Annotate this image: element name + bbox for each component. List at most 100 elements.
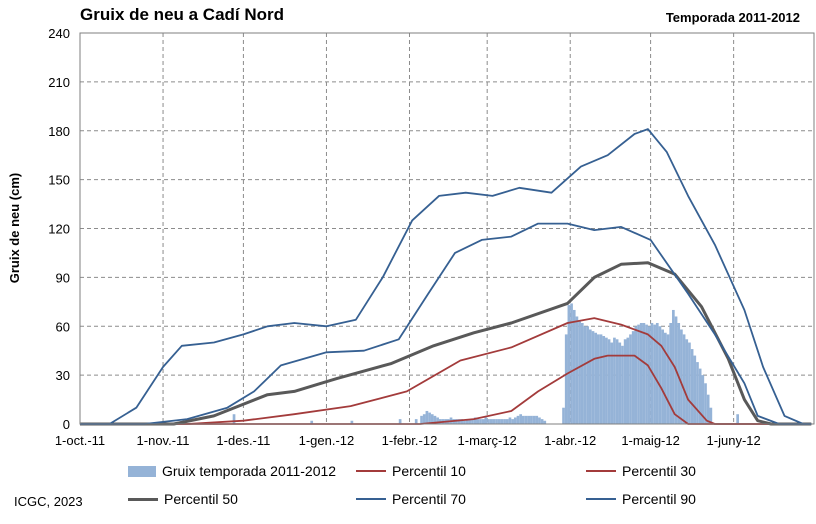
snow-depth-bar [513, 417, 517, 424]
snow-depth-bar [532, 415, 536, 424]
x-tick-label: 1-abr.-12 [544, 433, 596, 448]
snow-depth-bar [564, 334, 568, 424]
snow-depth-bar [422, 414, 426, 424]
snow-depth-bar [522, 415, 525, 424]
snow-depth-bar [463, 420, 466, 424]
snow-depth-bar [709, 407, 713, 424]
percentile-line-percentil-90 [80, 128, 812, 425]
snow-depth-bar [688, 342, 691, 424]
snow-depth-bar [615, 339, 619, 424]
snow-depth-bar [572, 309, 576, 424]
snow-depth-bar [634, 326, 638, 424]
y-tick-label: 0 [63, 417, 70, 432]
axes: 0 30 60 90 120 150 180 210 240 1-oct.-11 1-nov.-11… [48, 26, 815, 448]
snow-depth-bar [696, 362, 699, 424]
snow-depth-bar [677, 322, 681, 424]
snow-depth-bar [473, 417, 477, 424]
snow-depth-bar [433, 415, 437, 424]
y-tick-label: 90 [56, 270, 70, 285]
snow-depth-bar [500, 419, 504, 424]
snow-depth-bar [736, 414, 739, 424]
snow-depth-bar [562, 407, 565, 424]
snow-depth-bar [420, 415, 423, 424]
snow-depth-bar [543, 420, 547, 424]
snow-depth-bar [685, 339, 689, 424]
snow-depth-bar [468, 419, 472, 424]
x-tick-label: 1-des.-11 [216, 433, 270, 448]
x-tick-label: 1-gen.-12 [299, 433, 355, 448]
snow-depth-bar [623, 339, 627, 424]
snow-depth-bar [663, 332, 667, 424]
snow-depth-bar [693, 355, 697, 424]
snow-depth-bar [639, 322, 643, 424]
snow-depth-bar [232, 414, 236, 424]
snow-depth-bar [588, 329, 592, 424]
snow-depth-bar [503, 419, 506, 424]
x-tick-label: 1-març-12 [458, 433, 517, 448]
snow-depth-bar [414, 419, 418, 424]
snow-depth-bar [527, 415, 531, 424]
snow-depth-bar [631, 331, 635, 424]
y-tick-label: 210 [48, 75, 70, 90]
snow-depth-bar [425, 410, 429, 424]
snow-depth-bar [621, 345, 624, 424]
snow-depth-bar [530, 415, 533, 424]
snow-depth-bar [476, 419, 480, 424]
x-tick-label: 1-juny-12 [707, 433, 761, 448]
snow-depth-bar [661, 329, 664, 424]
snow-depth-bar [495, 419, 498, 424]
snow-depth-bar [666, 334, 670, 424]
snow-depth-bar [540, 419, 544, 424]
snow-depth-bar [471, 419, 474, 424]
snow-depth-bar [398, 419, 402, 424]
snow-depth-bar [704, 383, 707, 424]
y-tick-label: 180 [48, 124, 70, 139]
y-tick-label: 120 [48, 222, 70, 237]
snow-depth-bar [610, 342, 614, 424]
snow-depth-bar [605, 337, 608, 424]
snow-depth-bar [492, 419, 496, 424]
snow-depth-bar [658, 326, 662, 424]
snow-depth-bar [594, 332, 598, 424]
chart-title: Gruix de neu a Cadí Nord [80, 5, 285, 24]
snow-depth-bar [653, 324, 656, 424]
snow-depth-bar [591, 331, 595, 424]
snow-depth-bar [465, 419, 469, 424]
snow-depth-bar [602, 336, 606, 424]
percentile-line-percentil-30 [80, 317, 812, 425]
snow-depth-bar [436, 417, 439, 424]
y-tick-label: 30 [56, 368, 70, 383]
snow-depth-bar [637, 324, 640, 424]
y-tick-label: 60 [56, 319, 70, 334]
snow-depth-bar [350, 420, 354, 424]
snow-depth-bar [599, 334, 603, 424]
snow-depth-bar [655, 322, 659, 424]
percentile-line-percentil-50 [80, 261, 812, 426]
snow-depth-bar [647, 326, 651, 424]
snow-depth-bar [613, 337, 616, 424]
snow-depth-bar [567, 305, 571, 424]
percentile-line-percentil-70 [80, 222, 812, 425]
snow-depth-bar [626, 337, 630, 424]
snow-depth-bar [481, 419, 485, 424]
bar-series [232, 303, 739, 424]
snow-depth-bar [597, 334, 600, 424]
snow-depth-bar [580, 322, 584, 424]
plot-frame [79, 32, 815, 425]
snow-depth-bar [310, 420, 314, 424]
snow-depth-bar [508, 417, 512, 424]
x-tick-label: 1-maig-12 [621, 433, 680, 448]
x-tick-label: 1-nov.-11 [137, 433, 190, 448]
snow-depth-bar [672, 309, 675, 424]
snow-depth-bar [430, 414, 434, 424]
snow-depth-bar [479, 419, 482, 424]
snow-depth-bar [516, 415, 520, 424]
snow-depth-bar [457, 419, 461, 424]
snow-depth-bar [487, 419, 490, 424]
snow-depth-bar [682, 334, 686, 424]
snow-depth-bar [575, 316, 579, 424]
snow-depth-bar [607, 339, 611, 424]
snow-depth-bar [629, 334, 632, 424]
snow-depth-bar [497, 419, 501, 424]
